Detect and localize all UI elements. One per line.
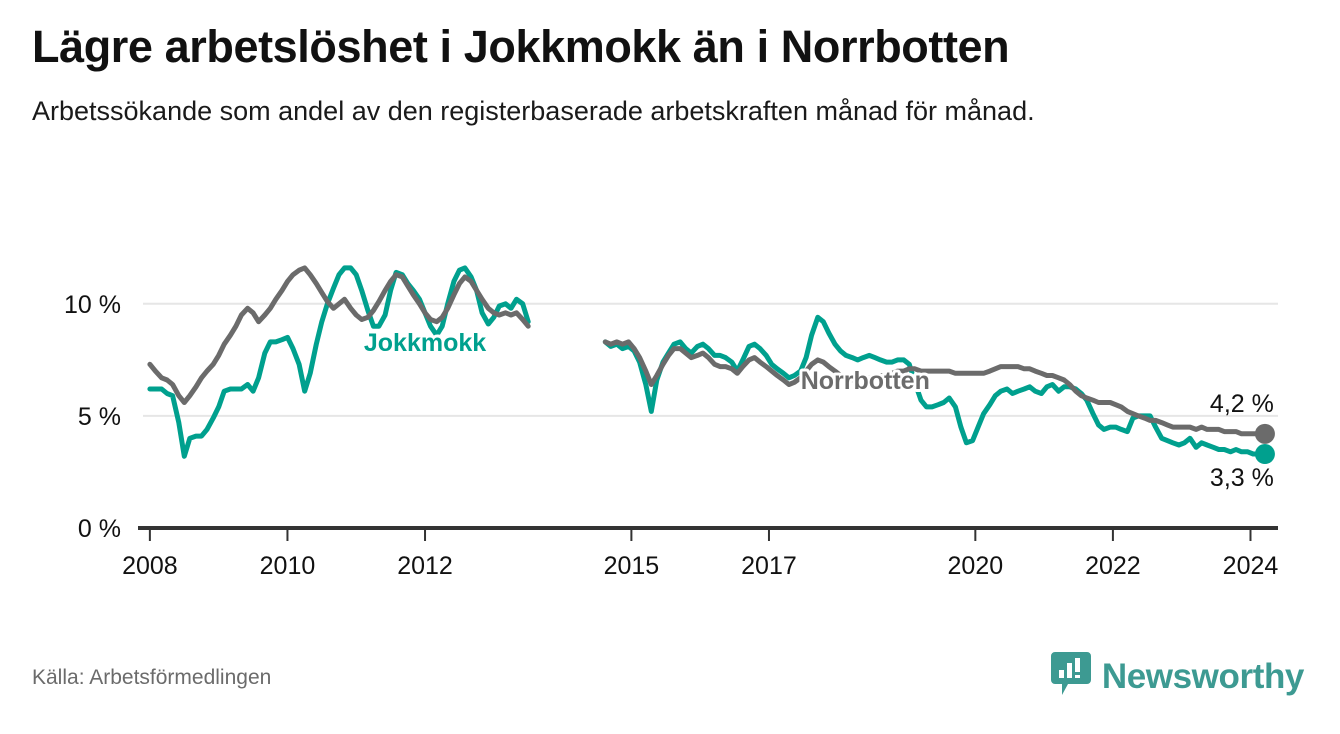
source-note: Källa: Arbetsförmedlingen xyxy=(32,666,272,689)
chart-header: Lägre arbetslöshet i Jokkmokk än i Norrb… xyxy=(32,21,1282,130)
x-tick-label: 2022 xyxy=(1085,552,1141,580)
series-label-norrbotten: Norrbotten xyxy=(801,367,930,395)
series-line-jokkmokk xyxy=(147,265,531,459)
x-tick-label: 2012 xyxy=(397,552,453,580)
x-tick-label: 2024 xyxy=(1223,552,1279,580)
end-marker-norrbotten xyxy=(1254,423,1275,444)
newsworthy-logo[interactable]: Newsworthy xyxy=(1050,652,1305,701)
series-labels: Jokkmokk Norrbotten xyxy=(361,326,933,398)
y-axis: 0 % 5 % 10 % xyxy=(64,291,121,543)
x-axis: 2008 2010 2012 2015 2017 2020 2022 2024 xyxy=(122,526,1279,580)
end-value-label-norrbotten: 4,2 % xyxy=(1210,390,1274,418)
series-line-norrbotten xyxy=(147,265,531,405)
end-marker-jokkmokk xyxy=(1254,444,1275,465)
series-label-jokkmokk: Jokkmokk xyxy=(364,329,486,357)
series-lines xyxy=(147,265,1268,459)
chart-subtitle: Arbetssökande som andel av den registerb… xyxy=(32,96,1035,127)
page-title: Lägre arbetslöshet i Jokkmokk än i Norrb… xyxy=(32,21,1010,72)
line-chart: 0 %5 %10 % 2008 2010 2012 2015 2017 2020 2022 2… xyxy=(64,265,1279,580)
x-tick-label: 2010 xyxy=(260,552,316,580)
series-line-norrbotten xyxy=(602,339,1268,437)
chart-footer: Källa: Arbetsförmedlingen Newsworthy xyxy=(0,634,1340,734)
end-markers xyxy=(1254,423,1275,465)
value-labels: 4,2 % 3,3 % xyxy=(1210,390,1274,492)
x-tick-label: 2017 xyxy=(741,552,797,580)
bar-chart-speech-bubble-icon xyxy=(1050,652,1091,701)
x-tick-label: 2020 xyxy=(948,552,1004,580)
x-tick-label: 2008 xyxy=(122,552,178,580)
y-tick-label: 5 % xyxy=(78,403,121,431)
y-tick-label: 0 % xyxy=(78,515,121,543)
end-value-label-jokkmokk: 3,3 % xyxy=(1210,464,1274,492)
x-tick-label: 2015 xyxy=(604,552,660,580)
y-tick-label: 10 % xyxy=(64,291,121,319)
chart-container: 0 % 5 % 10 % 2008 2010 2012 2015 2017 2020 2022 2… xyxy=(0,232,1340,602)
series-line-jokkmokk xyxy=(602,314,1268,457)
logo-wordmark: Newsworthy xyxy=(1101,657,1305,696)
